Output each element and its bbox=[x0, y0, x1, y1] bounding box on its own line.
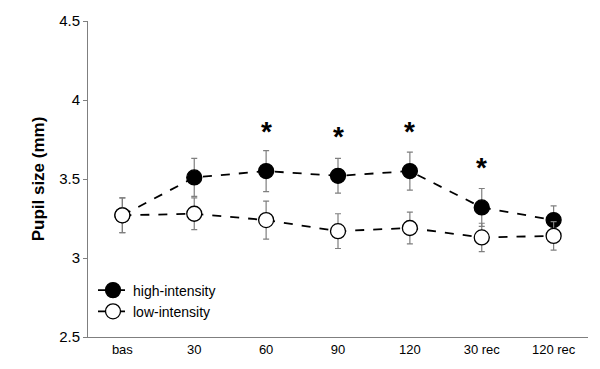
svg-text:*: * bbox=[476, 152, 487, 183]
svg-text:90: 90 bbox=[331, 342, 345, 357]
svg-text:3: 3 bbox=[72, 249, 80, 266]
svg-text:*: * bbox=[404, 116, 415, 147]
svg-text:60: 60 bbox=[259, 342, 273, 357]
svg-text:bas: bas bbox=[112, 342, 133, 357]
svg-text:120: 120 bbox=[399, 342, 421, 357]
svg-text:3.5: 3.5 bbox=[59, 170, 80, 187]
svg-text:120 rec: 120 rec bbox=[532, 342, 576, 357]
svg-text:high-intensity: high-intensity bbox=[133, 283, 216, 299]
svg-text:*: * bbox=[261, 116, 272, 147]
svg-text:30: 30 bbox=[187, 342, 201, 357]
svg-text:Pupil size (mm): Pupil size (mm) bbox=[29, 117, 48, 242]
svg-text:2.5: 2.5 bbox=[59, 328, 80, 345]
svg-text:4.5: 4.5 bbox=[59, 12, 80, 29]
svg-text:4: 4 bbox=[72, 91, 80, 108]
svg-text:30 rec: 30 rec bbox=[464, 342, 501, 357]
svg-text:*: * bbox=[333, 121, 344, 152]
svg-text:low-intensity: low-intensity bbox=[133, 304, 210, 320]
